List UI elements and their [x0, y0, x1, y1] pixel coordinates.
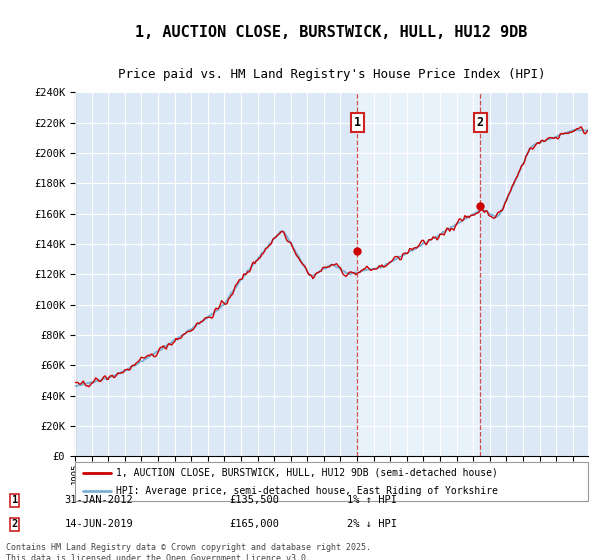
Text: Price paid vs. HM Land Registry's House Price Index (HPI): Price paid vs. HM Land Registry's House … — [118, 68, 545, 81]
Text: 1, AUCTION CLOSE, BURSTWICK, HULL, HU12 9DB (semi-detached house): 1, AUCTION CLOSE, BURSTWICK, HULL, HU12 … — [116, 468, 498, 478]
Text: 2: 2 — [476, 116, 484, 129]
Text: 2% ↓ HPI: 2% ↓ HPI — [347, 519, 397, 529]
Text: 2: 2 — [11, 519, 18, 529]
Text: 31-JAN-2012: 31-JAN-2012 — [65, 496, 134, 506]
Bar — [357, 92, 480, 456]
Text: £135,500: £135,500 — [229, 496, 280, 506]
Text: 1: 1 — [11, 496, 18, 506]
Text: 1: 1 — [353, 116, 361, 129]
Text: £165,000: £165,000 — [229, 519, 280, 529]
Text: 1, AUCTION CLOSE, BURSTWICK, HULL, HU12 9DB: 1, AUCTION CLOSE, BURSTWICK, HULL, HU12 … — [136, 25, 527, 40]
Text: HPI: Average price, semi-detached house, East Riding of Yorkshire: HPI: Average price, semi-detached house,… — [116, 487, 498, 496]
Text: 14-JUN-2019: 14-JUN-2019 — [65, 519, 134, 529]
FancyBboxPatch shape — [75, 462, 588, 501]
Text: 1% ↑ HPI: 1% ↑ HPI — [347, 496, 397, 506]
Text: Contains HM Land Registry data © Crown copyright and database right 2025.
This d: Contains HM Land Registry data © Crown c… — [6, 543, 371, 560]
